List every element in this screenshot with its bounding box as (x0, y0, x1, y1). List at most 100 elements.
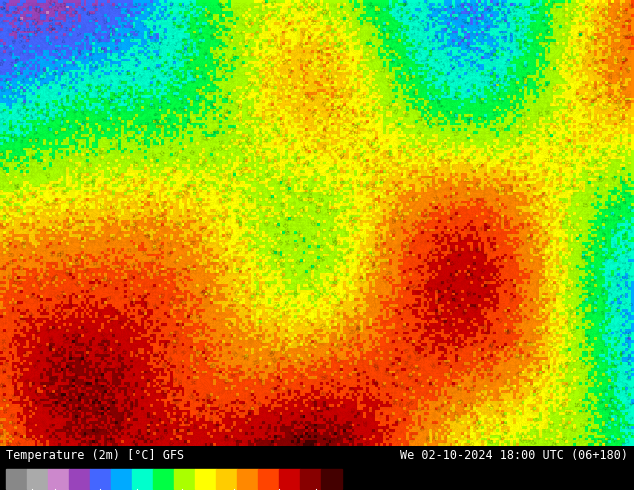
Text: 16: 16 (329, 224, 336, 233)
Text: 9: 9 (607, 405, 613, 409)
Text: 38: 38 (163, 340, 171, 349)
Text: 10: 10 (32, 136, 37, 143)
Text: 23: 23 (534, 388, 543, 395)
Text: 21: 21 (273, 302, 280, 307)
Text: 36: 36 (428, 362, 436, 370)
Text: 33: 33 (72, 280, 81, 289)
Text: 2: 2 (442, 50, 448, 56)
Text: 1: 1 (623, 390, 628, 395)
Text: 5: 5 (614, 407, 619, 413)
Text: 6: 6 (94, 89, 100, 95)
Text: 12: 12 (510, 101, 518, 110)
Text: 14: 14 (293, 229, 301, 238)
Text: 8: 8 (178, 106, 184, 112)
Text: -6: -6 (78, 47, 84, 53)
Bar (237, 469, 259, 489)
Text: 1: 1 (430, 16, 435, 22)
Text: 3: 3 (507, 53, 512, 58)
Text: 5: 5 (408, 19, 411, 24)
Text: 19: 19 (235, 208, 243, 216)
Text: 36: 36 (423, 345, 430, 351)
Text: 36: 36 (426, 246, 434, 255)
Text: 5: 5 (484, 73, 490, 78)
Text: 1: 1 (112, 54, 119, 60)
Text: -12: -12 (33, 7, 43, 15)
Text: 22: 22 (344, 292, 350, 299)
Text: 2: 2 (491, 35, 495, 40)
Text: 11: 11 (418, 113, 424, 121)
Text: 26: 26 (77, 218, 84, 226)
Text: 41: 41 (169, 439, 177, 447)
Text: 17: 17 (238, 101, 246, 110)
Text: 24: 24 (285, 67, 291, 75)
Text: 22: 22 (323, 124, 331, 132)
Text: 22: 22 (370, 202, 377, 210)
Text: 42: 42 (49, 389, 58, 397)
Text: 17: 17 (51, 183, 58, 189)
Text: 13: 13 (72, 139, 79, 147)
Text: 44: 44 (77, 344, 85, 351)
Text: 19: 19 (253, 96, 260, 104)
Text: 15: 15 (173, 149, 180, 157)
Text: 8: 8 (428, 92, 434, 98)
Text: 1: 1 (145, 42, 149, 47)
Text: 39: 39 (45, 325, 53, 334)
Text: 26: 26 (491, 187, 500, 195)
Text: 45: 45 (74, 372, 82, 381)
Text: -8: -8 (0, 5, 5, 12)
Text: 31: 31 (188, 311, 196, 319)
Text: 41: 41 (115, 344, 123, 353)
Text: 21: 21 (555, 278, 563, 284)
Text: 3: 3 (179, 14, 185, 19)
Text: 0: 0 (60, 83, 67, 89)
Text: 2: 2 (148, 68, 153, 72)
Text: 22: 22 (585, 34, 591, 42)
Text: 6: 6 (110, 107, 115, 111)
Text: -3: -3 (84, 35, 89, 41)
Text: 7: 7 (174, 93, 179, 97)
Text: 20: 20 (581, 114, 589, 121)
Text: 46: 46 (304, 422, 313, 431)
Text: 8: 8 (200, 76, 205, 80)
Text: 42: 42 (112, 364, 119, 372)
Text: 36: 36 (137, 308, 145, 317)
Text: 31: 31 (627, 32, 634, 39)
Text: 24: 24 (295, 57, 304, 66)
Text: 41: 41 (191, 422, 197, 430)
Text: 20: 20 (555, 361, 563, 369)
Text: 44: 44 (100, 343, 107, 351)
Text: 19: 19 (579, 143, 585, 151)
Text: 18: 18 (601, 149, 608, 157)
Text: 6: 6 (64, 95, 68, 100)
Text: -7: -7 (91, 16, 98, 23)
Text: 28: 28 (526, 235, 534, 243)
Text: 5: 5 (436, 71, 441, 77)
Text: 35: 35 (402, 348, 410, 355)
Text: 21: 21 (373, 145, 382, 152)
Text: 18: 18 (496, 433, 504, 442)
Text: 7: 7 (449, 114, 455, 120)
Text: 24: 24 (111, 216, 119, 224)
Text: 7: 7 (599, 323, 604, 329)
Text: 1: 1 (467, 44, 473, 50)
Text: 5: 5 (138, 96, 143, 99)
Text: 8: 8 (107, 98, 112, 103)
Text: 8: 8 (18, 139, 23, 145)
Text: 26: 26 (124, 221, 132, 230)
Text: 28: 28 (190, 241, 197, 246)
Text: 0: 0 (462, 17, 467, 22)
Text: 5: 5 (58, 99, 63, 105)
Text: 17: 17 (323, 191, 332, 199)
Text: 8: 8 (61, 104, 65, 110)
Text: 24: 24 (131, 212, 139, 219)
Text: 12: 12 (199, 122, 204, 129)
Text: 0: 0 (471, 58, 477, 64)
Text: 19: 19 (76, 172, 85, 180)
Text: 18: 18 (307, 197, 315, 205)
Text: 4: 4 (41, 117, 46, 123)
Text: -2: -2 (461, 2, 467, 8)
Bar (91, 469, 112, 489)
Text: 22: 22 (339, 151, 347, 160)
Text: 7: 7 (184, 48, 190, 53)
Text: 19: 19 (254, 129, 262, 138)
